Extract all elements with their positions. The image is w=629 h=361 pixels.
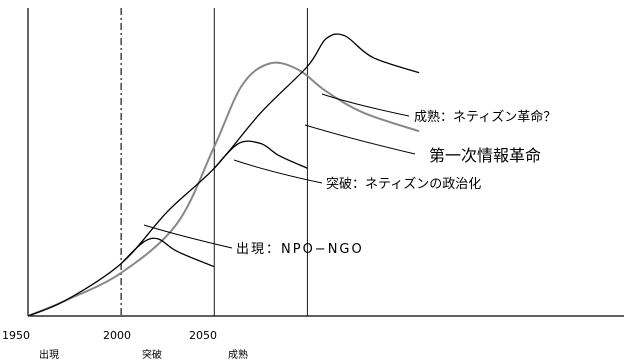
leader-line-breakthrough <box>233 159 323 184</box>
x-tick-label-2000: 2000 <box>103 329 131 342</box>
curve-emergence-bump <box>120 237 215 268</box>
stage-label-maturity: 成熟 <box>228 348 248 361</box>
leader-line-first-revolution <box>304 124 416 155</box>
curve-breakthrough-bump <box>213 140 308 169</box>
stage-label-emergence: 出現 <box>39 348 59 361</box>
curve-netizen-revolution <box>27 33 420 317</box>
annotation-breakthrough: 突破：ネティズンの政治化 <box>326 176 481 192</box>
leader-line-emergence <box>143 224 233 249</box>
x-tick-label-1950: 1950 <box>2 329 30 342</box>
x-tick-label-2050: 2050 <box>189 329 217 342</box>
annotation-maturity: 成熟：ネティズン革命？ <box>414 109 556 125</box>
stage-label-breakthrough: 突破 <box>142 348 162 361</box>
annotation-emergence: 出現：NPO−NGO <box>236 242 364 257</box>
leader-line-maturity <box>321 93 410 117</box>
curve-first-information-revolution <box>27 61 420 317</box>
annotation-first-revolution: 第一次情報革命 <box>429 146 541 165</box>
